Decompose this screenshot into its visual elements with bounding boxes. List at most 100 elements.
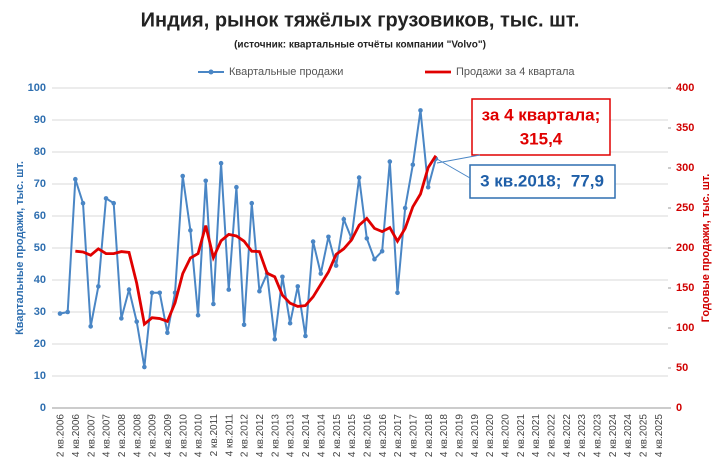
point [379,248,385,254]
y-tick-label: 80 [34,146,46,158]
annotation: за 4 квартала; [482,105,601,124]
x-tick-label: 2 кв.2016 [362,414,373,457]
point [80,200,86,206]
y2-tick-label: 0 [676,402,682,414]
y-tick-label: 70 [34,178,46,190]
annotation: 3 кв.2018; 77,9 [480,171,604,190]
point [295,284,301,289]
annotation-leader [436,154,481,164]
point [241,322,247,328]
x-tick-label: 2 кв.2021 [516,414,527,457]
annotation-box [469,164,616,199]
y-tick-label: 90 [34,114,46,126]
point [65,309,70,315]
point [88,324,93,329]
point [257,288,262,294]
x-tick-label: 2 кв.2019 [454,414,465,457]
point [226,287,232,292]
annotation: 315,4 [520,129,563,148]
point [73,176,78,182]
point [134,319,139,324]
x-tick-label: 2 кв.2024 [608,414,619,457]
x-tick-label: 2 кв.2006 [56,414,67,457]
y2-tick-label: 150 [676,282,694,294]
y2-tick-label: 250 [676,202,694,214]
y-tick-label: 10 [34,370,46,382]
x-tick-label: 2 кв.2018 [424,414,435,457]
x-tick-label: 2 кв.2009 [148,414,159,457]
x-tick-label: 4 кв.2008 [132,414,143,457]
x-tick-label: 4 кв.2021 [531,414,542,457]
x-tick-label: 2 кв.2011 [209,414,220,457]
point [372,256,377,262]
point [425,184,431,190]
point [57,311,63,316]
y-tick-label: 40 [34,274,46,286]
point [410,162,416,168]
x-tick-label: 2 кв.2008 [117,414,128,457]
point [211,301,216,307]
chart-title: Индия, рынок тяжёлых грузовиков, тыс. шт… [141,9,580,31]
point [149,290,155,296]
x-tick-label: 4 кв.2007 [102,414,113,457]
x-tick-label: 2 кв.2022 [547,414,558,457]
y2-tick-label: 100 [676,322,694,334]
point [318,271,324,276]
y-tick-label: 0 [40,402,46,414]
y-tick-label: 100 [28,82,46,94]
x-tick-label: 4 кв.2012 [255,414,266,457]
x-tick-label: 4 кв.2023 [593,414,604,457]
x-tick-label: 4 кв.2017 [408,414,419,457]
point [142,364,147,370]
x-tick-label: 4 кв.2014 [316,414,327,457]
point [310,239,316,244]
x-tick-label: 2 кв.2015 [332,414,343,457]
x-tick-label: 4 кв.2016 [378,414,389,457]
series-line [75,154,438,327]
point [280,274,285,280]
chart-subtitle: (источник: квартальные отчёты компании "… [234,40,486,51]
y2-axis-title: Годовые продажи, тыс. шт. [700,174,712,323]
y2-tick-label: 50 [676,362,688,374]
point [234,184,239,190]
x-tick-label: 2 кв.2007 [86,414,97,457]
point [356,175,362,180]
x-tick-label: 2 кв.2010 [178,414,189,457]
legend-label: Продажи за 4 квартала [456,66,575,78]
point [333,263,339,268]
point [387,159,393,164]
x-tick-label: 2 кв.2023 [577,414,588,457]
y-tick-label: 50 [34,242,46,254]
point [218,160,224,166]
point [364,236,370,241]
x-tick-label: 4 кв.2011 [224,414,235,457]
point [341,216,347,222]
point [195,312,201,318]
y-tick-label: 30 [34,306,46,318]
point [96,284,101,289]
legend-label: Квартальные продажи [229,66,343,78]
x-tick-label: 4 кв.2020 [501,414,512,457]
point [103,196,109,201]
y2-tick-label: 200 [676,242,694,254]
x-tick-label: 2 кв.2017 [393,414,404,457]
x-tick-label: 4 кв.2019 [470,414,481,457]
annotation-leader [436,158,471,179]
point [165,330,170,336]
point [272,336,278,342]
point [303,333,308,339]
point [180,173,186,179]
point [111,200,116,206]
y-tick-label: 60 [34,210,46,222]
point [126,287,132,292]
x-tick-label: 2 кв.2020 [485,414,496,457]
x-tick-label: 4 кв.2025 [654,414,665,457]
x-tick-label: 4 кв.2018 [439,414,450,457]
x-tick-label: 4 кв.2013 [286,414,297,457]
point [249,200,255,206]
annotation-box [471,98,611,156]
point [203,178,209,184]
x-tick-label: 4 кв.2022 [562,414,573,457]
y-axis-title: Квартальные продажи, тыс. шт. [14,161,26,335]
